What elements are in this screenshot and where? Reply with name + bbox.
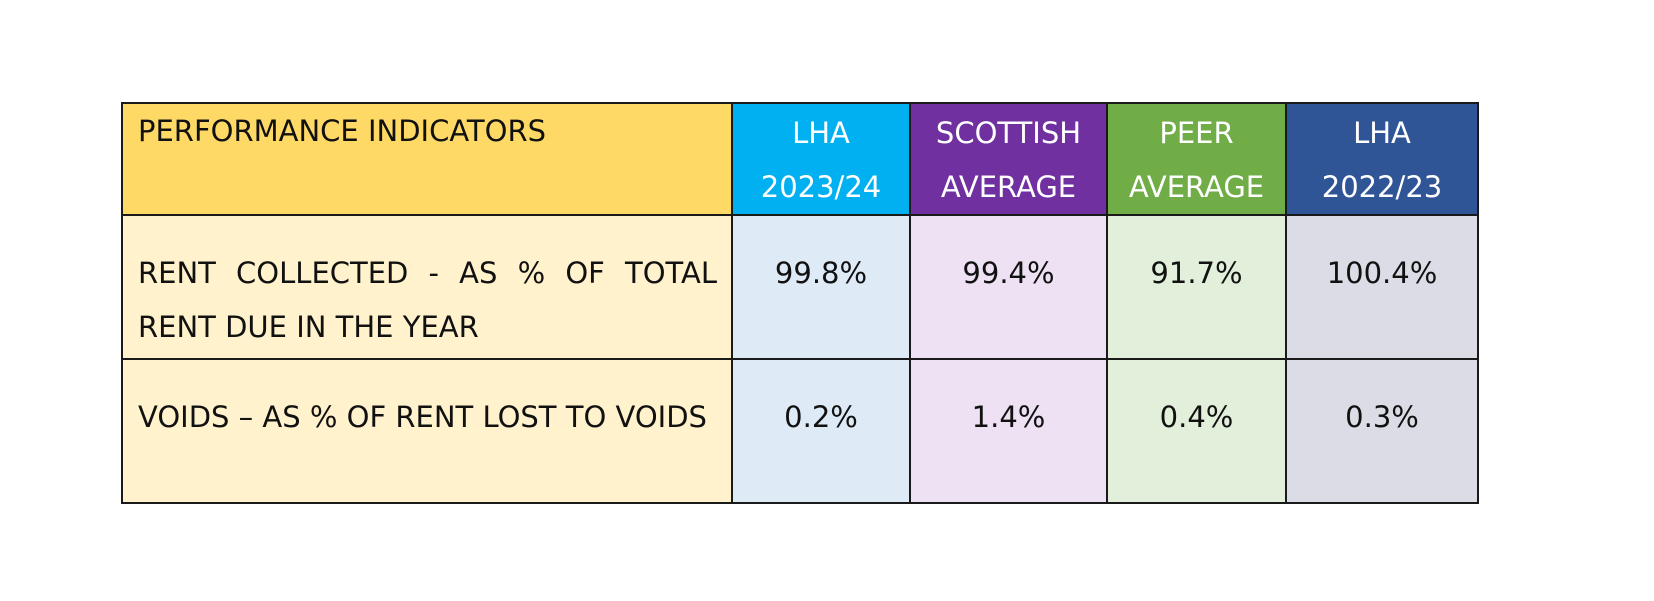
header-line-2: AVERAGE [940, 170, 1077, 204]
table-row-rent-collected: RENT COLLECTED - AS % OF TOTAL RENT DUE … [121, 214, 1479, 360]
cell-peer-average: 0.4% [1106, 358, 1287, 504]
row-label-voids: VOIDS – AS % OF RENT LOST TO VOIDS [121, 358, 733, 504]
header-line-2: AVERAGE [1128, 170, 1265, 204]
cell-lha-2022-23: 100.4% [1285, 214, 1479, 360]
header-scottish-average: SCOTTISH AVERAGE [909, 102, 1108, 216]
cell-lha-2023-24: 99.8% [731, 214, 911, 360]
cell-peer-average: 91.7% [1106, 214, 1287, 360]
performance-indicators-table: PERFORMANCE INDICATORS LHA 2023/24 SCOTT… [121, 102, 1479, 504]
cell-scottish-average: 1.4% [909, 358, 1108, 504]
header-line-1: PEER [1159, 116, 1234, 150]
header-line-1: LHA [1353, 116, 1411, 150]
header-line-1: SCOTTISH [935, 116, 1082, 150]
cell-lha-2022-23: 0.3% [1285, 358, 1479, 504]
cell-scottish-average: 99.4% [909, 214, 1108, 360]
header-lha-2023-24: LHA 2023/24 [731, 102, 911, 216]
header-lha-2022-23: LHA 2022/23 [1285, 102, 1479, 216]
header-line-2: 2022/23 [1321, 170, 1443, 204]
header-performance-indicators: PERFORMANCE INDICATORS [121, 102, 733, 216]
cell-lha-2023-24: 0.2% [731, 358, 911, 504]
table-row-voids: VOIDS – AS % OF RENT LOST TO VOIDS 0.2% … [121, 358, 1479, 504]
header-row: PERFORMANCE INDICATORS LHA 2023/24 SCOTT… [121, 102, 1479, 216]
header-line-1: LHA [792, 116, 850, 150]
row-label-rent-collected: RENT COLLECTED - AS % OF TOTAL RENT DUE … [121, 214, 733, 360]
table-header: PERFORMANCE INDICATORS LHA 2023/24 SCOTT… [121, 102, 1479, 216]
header-line-2: 2023/24 [760, 170, 882, 204]
header-peer-average: PEER AVERAGE [1106, 102, 1287, 216]
table-body: RENT COLLECTED - AS % OF TOTAL RENT DUE … [121, 214, 1479, 504]
